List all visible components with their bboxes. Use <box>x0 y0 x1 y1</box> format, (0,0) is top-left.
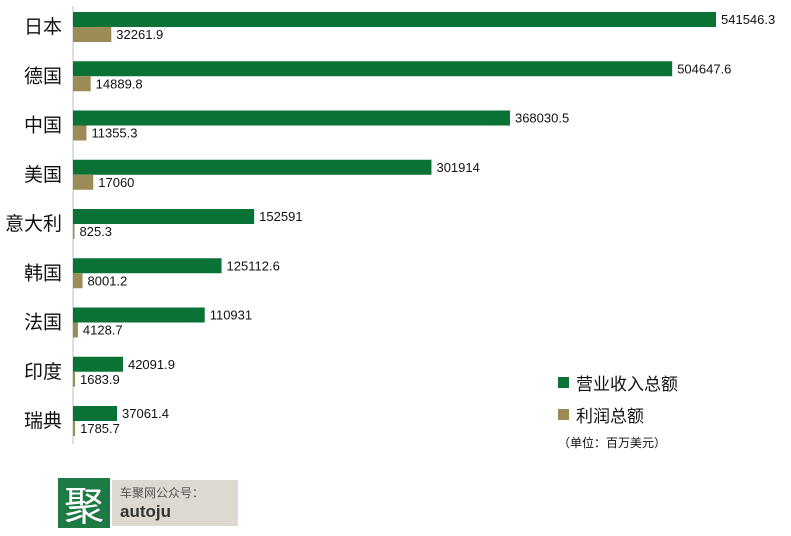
profit-value-label: 8001.2 <box>88 273 128 288</box>
revenue-bar <box>73 159 432 175</box>
revenue-bar <box>73 307 205 323</box>
profit-value-label: 17060 <box>98 175 134 190</box>
profit-bar <box>73 224 75 239</box>
revenue-bar <box>73 356 123 372</box>
profit-value-label: 825.3 <box>80 224 113 239</box>
bars-group: 日本 541546.3 32261.9 德国 504647.6 14889.8 中国 3680… <box>5 12 775 436</box>
revenue-bar <box>73 110 510 126</box>
profit-value-label: 4128.7 <box>83 323 123 338</box>
logo-subtitle: 车聚网公众号： <box>120 486 205 500</box>
category-label: 意大利 <box>5 213 62 235</box>
legend-item-revenue: 营业收入总额 <box>558 366 678 398</box>
logo-mark: 聚 <box>58 478 110 530</box>
profit-bar <box>73 125 87 141</box>
revenue-bar <box>73 406 118 421</box>
profit-value-label: 1683.9 <box>80 372 120 387</box>
category-label: 印度 <box>24 361 62 383</box>
logo-panel: 车聚网公众号： autoju <box>112 480 238 526</box>
profit-bar <box>73 421 76 436</box>
revenue-bar <box>73 12 716 27</box>
revenue-bar <box>73 61 673 77</box>
profit-bar <box>73 76 91 92</box>
legend-label-profit: 利润总额 <box>576 406 644 427</box>
profit-value-label: 11355.3 <box>91 126 137 141</box>
profit-value-label: 1785.7 <box>80 421 120 436</box>
legend-swatch-revenue <box>558 376 569 388</box>
legend-label-revenue: 营业收入总额 <box>576 374 678 395</box>
logo-name: autoju <box>120 502 171 521</box>
revenue-bar <box>73 209 255 224</box>
revenue-bar <box>73 258 222 274</box>
category-label: 法国 <box>24 312 62 334</box>
category-label: 德国 <box>24 65 62 87</box>
category-label: 日本 <box>24 16 62 38</box>
profit-value-label: 32261.9 <box>116 27 163 42</box>
unit-note: （单位：百万美元） <box>558 436 667 450</box>
revenue-value-label: 42091.9 <box>128 357 175 372</box>
profit-bar <box>73 174 94 190</box>
profit-bar <box>73 322 78 338</box>
revenue-value-label: 541546.3 <box>721 12 775 27</box>
revenue-value-label: 152591 <box>259 209 302 224</box>
revenue-value-label: 37061.4 <box>122 406 169 421</box>
revenue-value-label: 504647.6 <box>677 61 731 76</box>
profit-bar <box>73 273 83 289</box>
revenue-value-label: 301914 <box>436 160 479 175</box>
autoju-logo: 聚 车聚网公众号： autoju <box>58 478 238 530</box>
legend: 营业收入总额 利润总额 <box>558 366 678 430</box>
profit-bar <box>73 27 112 42</box>
category-label: 瑞典 <box>24 410 62 432</box>
revenue-value-label: 110931 <box>210 308 252 323</box>
legend-swatch-profit <box>558 408 569 420</box>
category-label: 中国 <box>24 115 62 137</box>
profit-bar <box>73 371 75 387</box>
revenue-value-label: 125112.6 <box>227 258 280 273</box>
legend-item-profit: 利润总额 <box>558 398 678 430</box>
category-label: 美国 <box>24 164 62 186</box>
revenue-value-label: 368030.5 <box>515 111 569 126</box>
category-label: 韩国 <box>24 262 62 284</box>
profit-value-label: 14889.8 <box>96 76 143 91</box>
